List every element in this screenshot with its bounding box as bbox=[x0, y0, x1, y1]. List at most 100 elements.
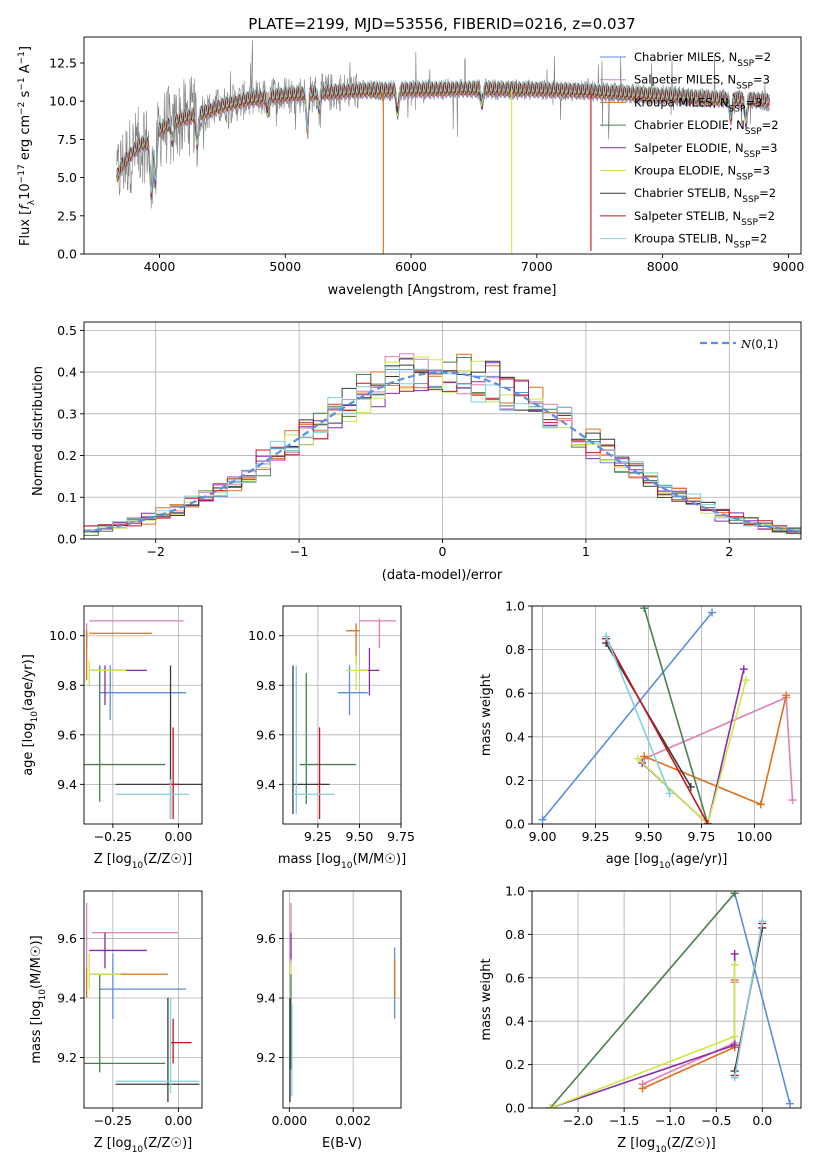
weight-point-marker bbox=[788, 796, 797, 805]
legend-entry: Kroupa STELIB, NSSP=2 bbox=[634, 232, 767, 251]
y-tick-label: 2.5 bbox=[57, 208, 77, 223]
weight-point-marker bbox=[730, 1073, 739, 1082]
residual-panel: −2 −1 0 1 2 0.0 0.1 0.2 0.3 0.4 0.5 bbox=[57, 321, 802, 559]
mass-vs-Z-xlabel: Z [log10(Z/Z☉)] bbox=[94, 1136, 192, 1155]
weight-vs-age-panel-frame bbox=[531, 605, 802, 825]
legend-entry: N(0,1) bbox=[740, 337, 778, 351]
y-tick-label: 0.2 bbox=[57, 448, 77, 463]
y-tick-label: 0.3 bbox=[57, 406, 77, 421]
y-tick-label: 0.0 bbox=[57, 532, 77, 547]
x-tick-label: 2 bbox=[725, 544, 733, 559]
weight-vs-Z-panel-frame bbox=[531, 890, 802, 1109]
weight-point-marker bbox=[739, 665, 748, 674]
y-tick-label: 0.2 bbox=[505, 1057, 525, 1072]
y-tick-label: 9.2 bbox=[57, 1050, 77, 1065]
weight-point-marker bbox=[546, 1104, 555, 1108]
weight-vs-Z-panel-marks bbox=[546, 891, 794, 1108]
weight-point-marker bbox=[703, 820, 712, 824]
y-tick-label: 5.0 bbox=[57, 170, 77, 185]
x-tick-label: 6000 bbox=[395, 259, 427, 274]
weight-point-marker bbox=[665, 789, 674, 798]
weight-point-marker bbox=[730, 949, 739, 958]
y-tick-label: 10.0 bbox=[49, 94, 77, 109]
y-tick-label: 9.8 bbox=[256, 678, 276, 693]
age-vs-Z-panel-marks bbox=[84, 620, 202, 820]
weight-point-marker bbox=[730, 960, 739, 969]
x-tick-label: 10.00 bbox=[737, 829, 773, 844]
legend-entry: Salpeter STELIB, NSSP=2 bbox=[634, 209, 775, 228]
histogram-series bbox=[84, 365, 801, 538]
x-tick-label: −1 bbox=[290, 544, 308, 559]
weight-point-marker bbox=[785, 1099, 794, 1108]
weight-series-line bbox=[733, 892, 791, 1104]
weight-series-line bbox=[549, 892, 736, 1108]
weight-point-marker bbox=[638, 1084, 647, 1093]
weight-point-marker bbox=[741, 676, 750, 685]
y-tick-label: 9.4 bbox=[256, 777, 276, 792]
weight-series-line bbox=[637, 679, 747, 824]
weight-vs-age-ylabel: mass weight bbox=[479, 674, 494, 756]
y-tick-label: 0.6 bbox=[505, 970, 525, 985]
y-tick-label: 0.5 bbox=[57, 323, 77, 338]
model-spectrum-line bbox=[116, 81, 770, 189]
mass-vs-Z-panel: −0.25 0.00 9.2 9.4 9.6 bbox=[57, 890, 203, 1128]
y-tick-label: 9.6 bbox=[256, 931, 276, 946]
weight-series-line bbox=[541, 611, 713, 821]
weight-vs-Z-panel: −2.0 −1.5 −1.0 −0.5 0.0 0.0 0.2 0.4 0.6 0.8 1.0 bbox=[505, 884, 802, 1128]
x-tick-label: 9.25 bbox=[304, 829, 332, 844]
weight-point-marker bbox=[730, 1041, 739, 1050]
age-vs-mass-xlabel: mass [log10(M/M☉)] bbox=[278, 852, 406, 871]
weight-point-marker bbox=[602, 632, 611, 641]
age-vs-Z-ylabel: age [log10(age/yr)] bbox=[21, 654, 40, 776]
weight-vs-age-panel-marks bbox=[538, 606, 797, 824]
weight-point-marker bbox=[756, 800, 765, 809]
x-tick-label: −0.25 bbox=[94, 1113, 132, 1128]
mass-vs-EBV-panel-frame bbox=[282, 890, 402, 1109]
x-tick-label: 9.25 bbox=[582, 829, 610, 844]
y-tick-label: 9.8 bbox=[57, 678, 77, 693]
weight-series-line bbox=[643, 607, 709, 824]
residual-panel-marks bbox=[84, 353, 801, 538]
legend-entry: Chabrier MILES, NSSP=2 bbox=[634, 50, 771, 69]
y-tick-label: 0.6 bbox=[505, 686, 525, 701]
x-tick-label: 0.00 bbox=[164, 829, 192, 844]
weight-vs-age-xlabel: age [log10(age/yr)] bbox=[606, 852, 728, 871]
y-tick-label: 9.6 bbox=[57, 727, 77, 742]
y-tick-label: 0.8 bbox=[505, 642, 525, 657]
age-vs-mass-panel-marks bbox=[292, 618, 397, 820]
legend-entry: Chabrier STELIB, NSSP=2 bbox=[634, 186, 776, 205]
weight-point-marker bbox=[633, 754, 642, 763]
spectrum-title: PLATE=2199, MJD=53556, FIBERID=0216, z=0… bbox=[248, 15, 635, 33]
weight-point-marker bbox=[640, 606, 649, 613]
x-tick-label: −1.5 bbox=[609, 1113, 639, 1128]
weight-point-marker bbox=[730, 891, 739, 898]
mass-vs-EBV-panel: 0.000 0.002 9.2 9.4 9.6 bbox=[256, 890, 402, 1128]
x-tick-label: 9.00 bbox=[529, 829, 557, 844]
x-tick-label: 0.00 bbox=[164, 1113, 192, 1128]
y-tick-label: 10.0 bbox=[49, 628, 77, 643]
legend-entry: Salpeter MILES, NSSP=3 bbox=[634, 73, 770, 92]
y-tick-label: 12.5 bbox=[49, 55, 77, 70]
residual-ylabel: Normed distribution bbox=[31, 366, 46, 496]
model-spectrum-line bbox=[116, 80, 770, 188]
y-tick-label: 9.4 bbox=[256, 991, 276, 1006]
weight-point-marker bbox=[708, 608, 717, 617]
y-tick-label: 0.4 bbox=[505, 729, 525, 744]
spectrum-ylabel: Flux [fλ10−17 erg cm−2 s−1 A−1] bbox=[17, 46, 37, 246]
x-tick-label: 9.75 bbox=[387, 829, 415, 844]
x-tick-label: 9.50 bbox=[346, 829, 374, 844]
age-vs-Z-xlabel: Z [log10(Z/Z☉)] bbox=[94, 852, 192, 871]
age-vs-Z-panel-grid bbox=[84, 606, 202, 824]
weight-series-line bbox=[642, 982, 736, 1085]
y-tick-label: 9.4 bbox=[57, 991, 77, 1006]
mass-vs-EBV-panel-marks bbox=[289, 902, 396, 1103]
weight-series-line bbox=[605, 638, 709, 824]
weight-point-marker bbox=[640, 752, 649, 761]
age-vs-Z-panel-frame bbox=[83, 605, 203, 825]
age-vs-mass-panel: 9.25 9.50 9.75 9.4 9.6 9.8 10.0 bbox=[248, 605, 415, 844]
x-tick-label: 1 bbox=[582, 544, 590, 559]
weight-point-marker bbox=[782, 691, 791, 700]
spectrum-panel: 4000 5000 6000 7000 8000 9000 0.0 2.5 5.0 7.5 10.0… bbox=[49, 36, 804, 274]
legend-entry: Chabrier ELODIE, NSSP=2 bbox=[634, 118, 779, 137]
y-tick-label: 9.6 bbox=[256, 727, 276, 742]
